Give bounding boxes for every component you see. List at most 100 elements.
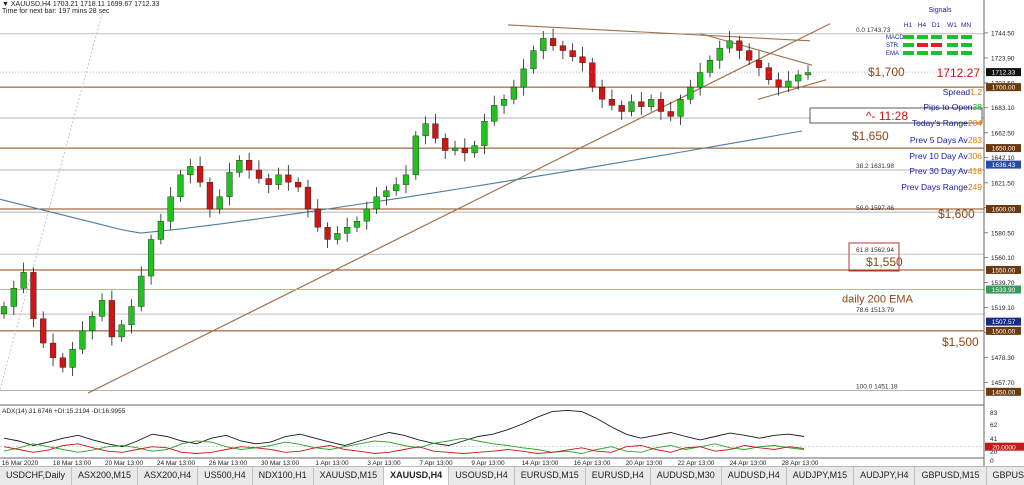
candle-body [598, 86, 606, 100]
info-row: Prev 30 Day Av418 [909, 166, 982, 176]
candle-body [569, 50, 576, 57]
chart-tab[interactable]: GBPUSD,M15 [915, 467, 987, 485]
price-tag [986, 387, 1021, 396]
chart-tab[interactable]: AUDUSD,H4 [722, 467, 787, 485]
info-row-value: 283 [968, 135, 982, 145]
candle-body [128, 306, 135, 325]
info-row-label: Prev 30 Day Av [909, 166, 968, 176]
price-tag-label: 1636.43 [992, 162, 1016, 169]
x-tick-label: 28 Apr 13:00 [782, 460, 819, 466]
info-row: Today's Range204 [912, 118, 982, 128]
candle-body [304, 186, 312, 210]
chart-tab[interactable]: USDCHF,Daily [0, 467, 73, 485]
x-tick-label: 16 Apr 13:00 [574, 460, 611, 466]
adx-header: ADX(14) 31.6746 +DI:15.2194 -DI:16.9955 [2, 408, 126, 415]
chart-tab[interactable]: AUDJPY,H4 [854, 467, 916, 485]
fib-label: 78.6 1513.79 [856, 307, 894, 314]
candle-body [98, 300, 106, 317]
candle-body [442, 138, 449, 151]
candle-body [726, 40, 733, 49]
y-tick-label: 1519.10 [991, 305, 1015, 312]
candle-body [295, 181, 302, 188]
info-row: Pips to Open38 [923, 102, 982, 112]
x-tick-label: 7 Apr 13:00 [419, 460, 453, 466]
bar-timer: Time for next bar: 197 mins 28 sec [2, 8, 110, 15]
candle-body [138, 275, 145, 307]
price-chart[interactable]: $1,700 $1,650 $1,600 $1,550 $1,500 0.0 1743.… [0, 0, 1024, 466]
grid-diagonal [0, 13, 103, 390]
chart-tab[interactable]: XAUUSD,M15 [314, 467, 385, 485]
fib-label: 100.0 1451.18 [856, 383, 898, 390]
signal-indicator [917, 35, 928, 39]
level-label-box [848, 242, 900, 272]
candle-body [589, 62, 596, 88]
candle-body [216, 196, 223, 210]
uptrend-line [87, 23, 831, 394]
info-row: Prev Days Range249 [901, 182, 982, 192]
candle-body [363, 208, 370, 222]
chart-tab[interactable]: NDX100,H1 [253, 467, 314, 485]
horizontal-levels: $1,700 $1,650 $1,600 $1,550 $1,500 [0, 65, 984, 349]
x-tick-label: 9 Apr 13:00 [471, 460, 505, 466]
signal-indicator [903, 43, 914, 47]
signals-timeframe: H1 [904, 22, 913, 29]
price-tag-label: 1507.57 [992, 319, 1016, 326]
candle-body [285, 174, 292, 183]
candle-body [353, 220, 361, 228]
chart-tab[interactable]: USOUSD,H4 [449, 467, 515, 485]
candle-body [755, 60, 763, 68]
price-tag [986, 144, 1021, 153]
symbol-header: ▼ XAUUSD,H4 1703.21 1718.11 1699.67 1712… [2, 1, 160, 8]
candle-body [716, 47, 723, 61]
candle-body [412, 135, 419, 176]
candle-body [402, 174, 410, 185]
y-tick-label: 1683.10 [991, 105, 1015, 112]
countdown-box [809, 107, 983, 124]
chart-tab[interactable]: AUDJPY,M15 [787, 467, 855, 485]
info-row-label: Pips to Open [923, 102, 972, 112]
chart-tab[interactable]: ASX200,M15 [72, 467, 139, 485]
candle-body [187, 166, 194, 176]
candle-body [804, 72, 812, 76]
candle-body [491, 105, 498, 122]
signal-indicator [961, 35, 972, 39]
info-row-value: 38 [973, 102, 983, 112]
x-tick-label: 22 Apr 13:00 [678, 460, 715, 466]
trendlines [0, 13, 831, 394]
candle-body [265, 178, 272, 185]
chart-tab[interactable]: AUDUSD,M30 [651, 467, 722, 485]
x-tick-label: 20 Apr 13:00 [626, 460, 663, 466]
price-tag-label: 1550.00 [992, 267, 1016, 274]
x-tick-label: 20 Mar 13:00 [105, 460, 144, 466]
candle-body [579, 56, 586, 63]
y-tick-label: 1744.50 [991, 30, 1015, 37]
adx-y-tick: 62 [990, 422, 998, 429]
adx-indicator-panel: ADX(14) 31.6746 +DI:15.2194 -DI:16.9955 8… [0, 404, 1024, 465]
y-tick-label: 1457.70 [991, 380, 1015, 387]
signals-panel: Signals H1 H4 D1 W1 MN MACD STR EMA [886, 7, 972, 57]
info-row: Prev 5 Days Av283 [910, 135, 982, 145]
chart-tab[interactable]: EURUSD,H4 [586, 467, 651, 485]
chart-tab[interactable]: EURUSD,M15 [515, 467, 586, 485]
price-tag [986, 326, 1021, 335]
candle-body [530, 50, 537, 70]
info-row-value: 249 [968, 182, 982, 192]
triangle-upper-line [699, 32, 813, 66]
candle-body [49, 342, 57, 358]
chart-tab[interactable]: XAUUSD,H4 [384, 467, 450, 485]
info-row: Prev 10 Day Av306 [909, 151, 982, 161]
chart-tab[interactable]: ASX200,H4 [138, 467, 199, 485]
candle-body [667, 111, 674, 117]
signal-indicator [947, 51, 958, 55]
adx-threshold-tag-label: 20.0000 [992, 445, 1016, 452]
candle-body [471, 145, 478, 154]
level-label: $1,700 [868, 65, 905, 79]
chart-tab[interactable]: GBPUSD,H4 [987, 467, 1024, 485]
price-tag [986, 160, 1021, 169]
candle-body [657, 99, 665, 112]
signals-row-label: MACD [886, 35, 904, 41]
price-tag-label: 1450.00 [992, 389, 1016, 396]
candle-body [608, 99, 616, 106]
chart-tab[interactable]: US500,H4 [198, 467, 253, 485]
fib-label: 50.0 1597.46 [856, 205, 894, 212]
